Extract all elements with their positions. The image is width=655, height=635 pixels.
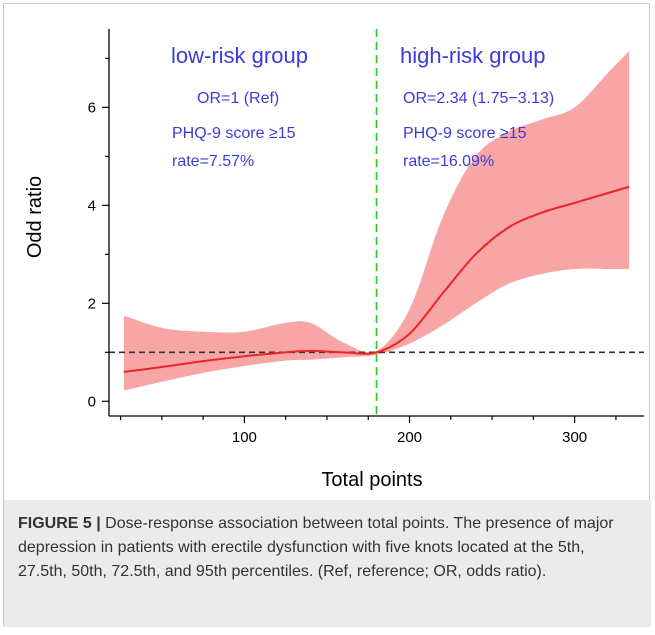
x-tick-label: 200 — [397, 429, 422, 446]
y-tick-label: 4 — [88, 197, 96, 214]
x-tick-label: 100 — [232, 429, 257, 446]
figure-caption: FIGURE 5 | Dose-response association bet… — [4, 500, 651, 627]
low-group-rate: rate=7.57% — [172, 153, 254, 170]
high-group-title: high-risk group — [400, 43, 546, 68]
y-tick-label: 0 — [88, 393, 96, 410]
high-group-rate: rate=16.09% — [403, 153, 494, 170]
caption-text: FIGURE 5 | Dose-response association bet… — [18, 512, 637, 584]
y-axis-label: Odd ratio — [24, 176, 46, 258]
high-group-or: OR=2.34 (1.75−3.13) — [403, 90, 554, 107]
y-tick-label: 6 — [88, 99, 96, 116]
x-tick-label: 300 — [562, 429, 587, 446]
low-group-title: low-risk group — [171, 43, 308, 68]
confidence-band — [123, 51, 630, 391]
caption-label: FIGURE 5 | — [18, 515, 101, 532]
figure-frame: 100 200 300 0 2 4 6 low-risk group OR=1 (Ref) … — [3, 3, 651, 627]
caption-body: Dose-response association between total … — [18, 515, 614, 580]
odds-ratio-curve — [123, 185, 630, 373]
y-tick-label: 2 — [88, 295, 96, 312]
low-group-or: OR=1 (Ref) — [197, 90, 279, 107]
x-axis-label: Total points — [321, 469, 422, 491]
high-group-phq: PHQ-9 score ≥15 — [403, 125, 527, 142]
low-group-phq: PHQ-9 score ≥15 — [172, 125, 296, 142]
